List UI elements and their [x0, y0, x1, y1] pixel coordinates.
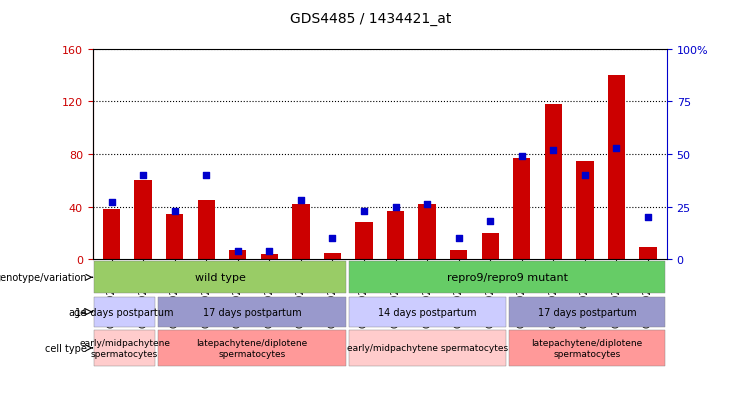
Point	[453, 235, 465, 242]
Text: latepachytene/diplotene
spermatocytes: latepachytene/diplotene spermatocytes	[196, 338, 308, 358]
FancyBboxPatch shape	[350, 330, 506, 366]
FancyBboxPatch shape	[509, 330, 665, 366]
Point	[485, 218, 496, 225]
Text: age: age	[69, 307, 87, 317]
Point	[327, 235, 339, 242]
Point	[169, 208, 181, 215]
FancyBboxPatch shape	[94, 261, 346, 294]
Bar	[134, 181, 152, 259]
Point	[232, 248, 244, 254]
Point	[295, 197, 307, 204]
Bar	[482, 233, 499, 259]
Text: wild type: wild type	[195, 273, 246, 282]
Bar	[513, 159, 531, 259]
Bar	[608, 76, 625, 259]
FancyBboxPatch shape	[94, 330, 155, 366]
Bar	[198, 200, 215, 259]
FancyBboxPatch shape	[350, 297, 506, 327]
Bar	[103, 210, 120, 259]
Bar	[292, 204, 310, 259]
Point	[137, 172, 149, 179]
Text: 14 days postpartum: 14 days postpartum	[379, 307, 477, 317]
Bar	[166, 215, 183, 259]
Bar	[229, 250, 247, 259]
Text: 17 days postpartum: 17 days postpartum	[538, 307, 637, 317]
Point	[106, 199, 118, 206]
Bar	[261, 254, 278, 259]
Point	[642, 214, 654, 221]
Text: 14 days postpartum: 14 days postpartum	[76, 307, 174, 317]
FancyBboxPatch shape	[350, 261, 665, 294]
Bar	[576, 161, 594, 259]
Point	[200, 172, 212, 179]
Bar	[545, 104, 562, 259]
Bar	[639, 248, 657, 259]
Point	[358, 208, 370, 215]
Text: early/midpachytene
spermatocytes: early/midpachytene spermatocytes	[79, 338, 170, 358]
Text: GDS4485 / 1434421_at: GDS4485 / 1434421_at	[290, 12, 451, 26]
FancyBboxPatch shape	[94, 297, 155, 327]
Point	[611, 145, 622, 152]
Text: genotype/variation: genotype/variation	[0, 273, 87, 282]
FancyBboxPatch shape	[158, 330, 346, 366]
Point	[548, 147, 559, 154]
Text: cell type: cell type	[45, 343, 87, 353]
Point	[421, 202, 433, 208]
Bar	[387, 211, 405, 259]
Bar	[450, 250, 468, 259]
Text: early/midpachytene spermatocytes: early/midpachytene spermatocytes	[347, 344, 508, 353]
FancyBboxPatch shape	[158, 297, 346, 327]
Text: latepachytene/diplotene
spermatocytes: latepachytene/diplotene spermatocytes	[531, 338, 642, 358]
Point	[390, 204, 402, 210]
Point	[263, 248, 275, 254]
Bar	[355, 223, 373, 259]
Text: repro9/repro9 mutant: repro9/repro9 mutant	[447, 273, 568, 282]
Text: 17 days postpartum: 17 days postpartum	[203, 307, 302, 317]
Point	[516, 153, 528, 160]
FancyBboxPatch shape	[509, 297, 665, 327]
Bar	[324, 253, 341, 259]
Point	[579, 172, 591, 179]
Bar	[419, 204, 436, 259]
